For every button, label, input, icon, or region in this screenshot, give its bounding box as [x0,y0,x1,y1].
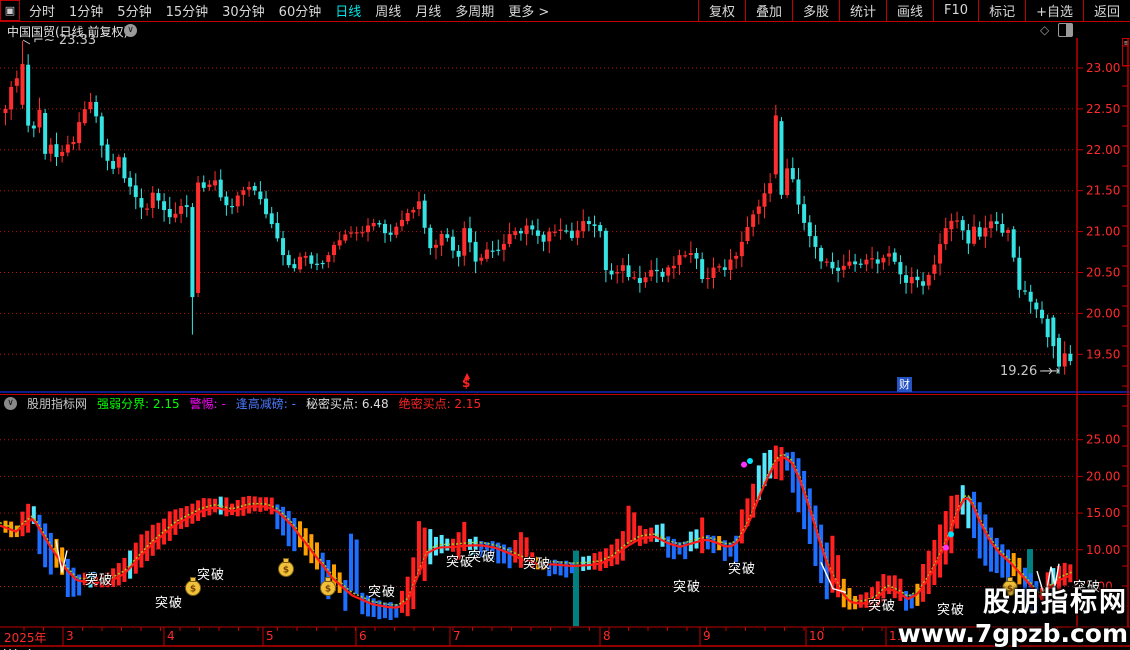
indicator-value-3: 逢高减磅: - [235,396,296,411]
period-tab-分时[interactable]: 分时 [29,5,56,20]
toolbar-button-多股[interactable]: 多股 [791,0,839,21]
cai-finance-icon[interactable]: 财 [897,377,912,392]
month-label-5: 5 [266,629,274,643]
toolbar-button-画线[interactable]: 画线 [886,0,933,21]
indicator-value-2: 警惕: - [189,396,226,411]
watermark-site-name: 股朋指标网 [983,587,1128,618]
year-label: 2025年 [4,631,47,645]
month-label-3: 3 [66,629,74,643]
svg-text:5.00: 5.00 [1086,580,1113,594]
breakout-label: 突破 [868,599,897,614]
period-tab-日线[interactable]: 日线 [335,5,362,20]
top-toolbar: ▣ 分时 1分钟 5分钟 15分钟 30分钟 60分钟 日线 周线 月线 多周期 更多 > 复权 叠加… [0,0,1130,22]
toolbar-button-返回[interactable]: 返回 [1082,0,1130,21]
clipped-bottom-row: ╻╻╻ ╻ [2,646,132,650]
svg-text:25.00: 25.00 [1086,433,1120,447]
period-tab-更多 >[interactable]: 更多 > [508,5,550,20]
month-label-9: 9 [703,629,711,643]
period-tab-周线[interactable]: 周线 [375,5,402,20]
breakout-label: 突破 [197,568,226,583]
svg-text:21.00: 21.00 [1086,225,1120,239]
indicator-value-5: 绝密买点: 2.15 [398,396,482,411]
breakout-label: 突破 [368,585,397,600]
dollar-signal-icon: $ [462,376,471,390]
toolbar-button-+自选[interactable]: +自选 [1025,0,1083,21]
chevron-down-icon[interactable]: ∨ [124,24,137,37]
period-tab-15分钟[interactable]: 15分钟 [165,5,209,20]
diamond-icon[interactable]: ◇ [1040,23,1050,37]
breakout-label: 突破 [85,573,114,588]
panel-layout-icon[interactable] [1058,23,1073,37]
svg-text:19.50: 19.50 [1086,347,1120,361]
svg-text:22.00: 22.00 [1086,143,1120,157]
toolbar-button-统计[interactable]: 统计 [839,0,886,21]
right-toolbar-buttons: 复权 叠加 多股 统计 画线 F10 标记 +自选 返回 [697,0,1130,21]
period-tab-1分钟[interactable]: 1分钟 [69,5,104,20]
svg-text:20.50: 20.50 [1086,266,1120,280]
svg-text:$: $ [190,585,196,595]
indicator-value-4: 秘密买点: 6.48 [306,396,389,411]
svg-text:$: $ [283,566,289,576]
svg-text:21.50: 21.50 [1086,184,1120,198]
indicator-value-1: 强弱分界: 2.15 [97,396,180,411]
svg-text:$: $ [1007,585,1013,595]
svg-text:22.50: 22.50 [1086,102,1120,116]
breakout-label: 突破 [673,580,702,595]
month-label-6: 6 [359,629,367,643]
watermark: 股朋指标网 www.7gpzb.com [898,580,1128,648]
buy-signal-hat-icon: ▲ [464,371,471,380]
month-label-10: 10 [809,629,825,643]
breakout-label: 突破 [468,550,497,565]
breakout-label: 突破 [523,557,552,572]
svg-text:$: $ [325,585,331,595]
month-label-11: 11 [889,629,905,643]
svg-text:15.00: 15.00 [1086,506,1120,520]
period-tabs: 分时 1分钟 5分钟 15分钟 30分钟 60分钟 日线 周线 月线 多周期 更多 > [29,1,698,20]
month-label-8: 8 [603,629,611,643]
svg-text:10.00: 10.00 [1086,543,1120,557]
title-row: 中国国贸(日线,前复权) ∨ ◇ [0,21,1130,39]
breakout-label: 突破 [728,562,757,577]
low-price-annotation: 19.26 ⟶ [1000,364,1060,379]
toolbar-button-复权[interactable]: 复权 [697,0,745,21]
toolbar-button-F10[interactable]: F10 [933,0,978,21]
chevron-down-icon[interactable]: ∨ [4,396,17,410]
window-icon[interactable]: ▣ [0,0,20,21]
svg-text:23.00: 23.00 [1086,61,1120,75]
watermark-url: www.7gpzb.com [897,619,1128,648]
month-label-4: 4 [167,629,175,643]
period-tab-60分钟[interactable]: 60分钟 [278,5,322,20]
page-title: 中国国贸(日线,前复权) [7,25,129,39]
svg-text:20.00: 20.00 [1086,306,1120,320]
high-price-annotation: ⌐~ 23.33 [33,33,97,48]
breakout-label: 突破 [937,603,966,618]
period-tab-多周期[interactable]: 多周期 [455,5,495,20]
month-label-7: 7 [453,629,461,643]
period-tab-月线[interactable]: 月线 [415,5,442,20]
period-tab-30分钟[interactable]: 30分钟 [222,5,265,20]
breakout-label: 突破 [446,555,475,570]
indicator-header: ∨ 股朋指标网 强弱分界: 2.15 警惕: - 逢高减磅: - 秘密买点: 6.48 绝… [0,395,1130,411]
breakout-label: 突破 [1073,580,1102,595]
toolbar-button-标记[interactable]: 标记 [978,0,1025,21]
toolbar-button-叠加[interactable]: 叠加 [744,0,792,21]
svg-text:20.00: 20.00 [1086,469,1120,483]
period-tab-5分钟[interactable]: 5分钟 [117,5,152,20]
indicator-value-0: 股朋指标网 [27,396,88,411]
breakout-label: 突破 [155,596,184,611]
